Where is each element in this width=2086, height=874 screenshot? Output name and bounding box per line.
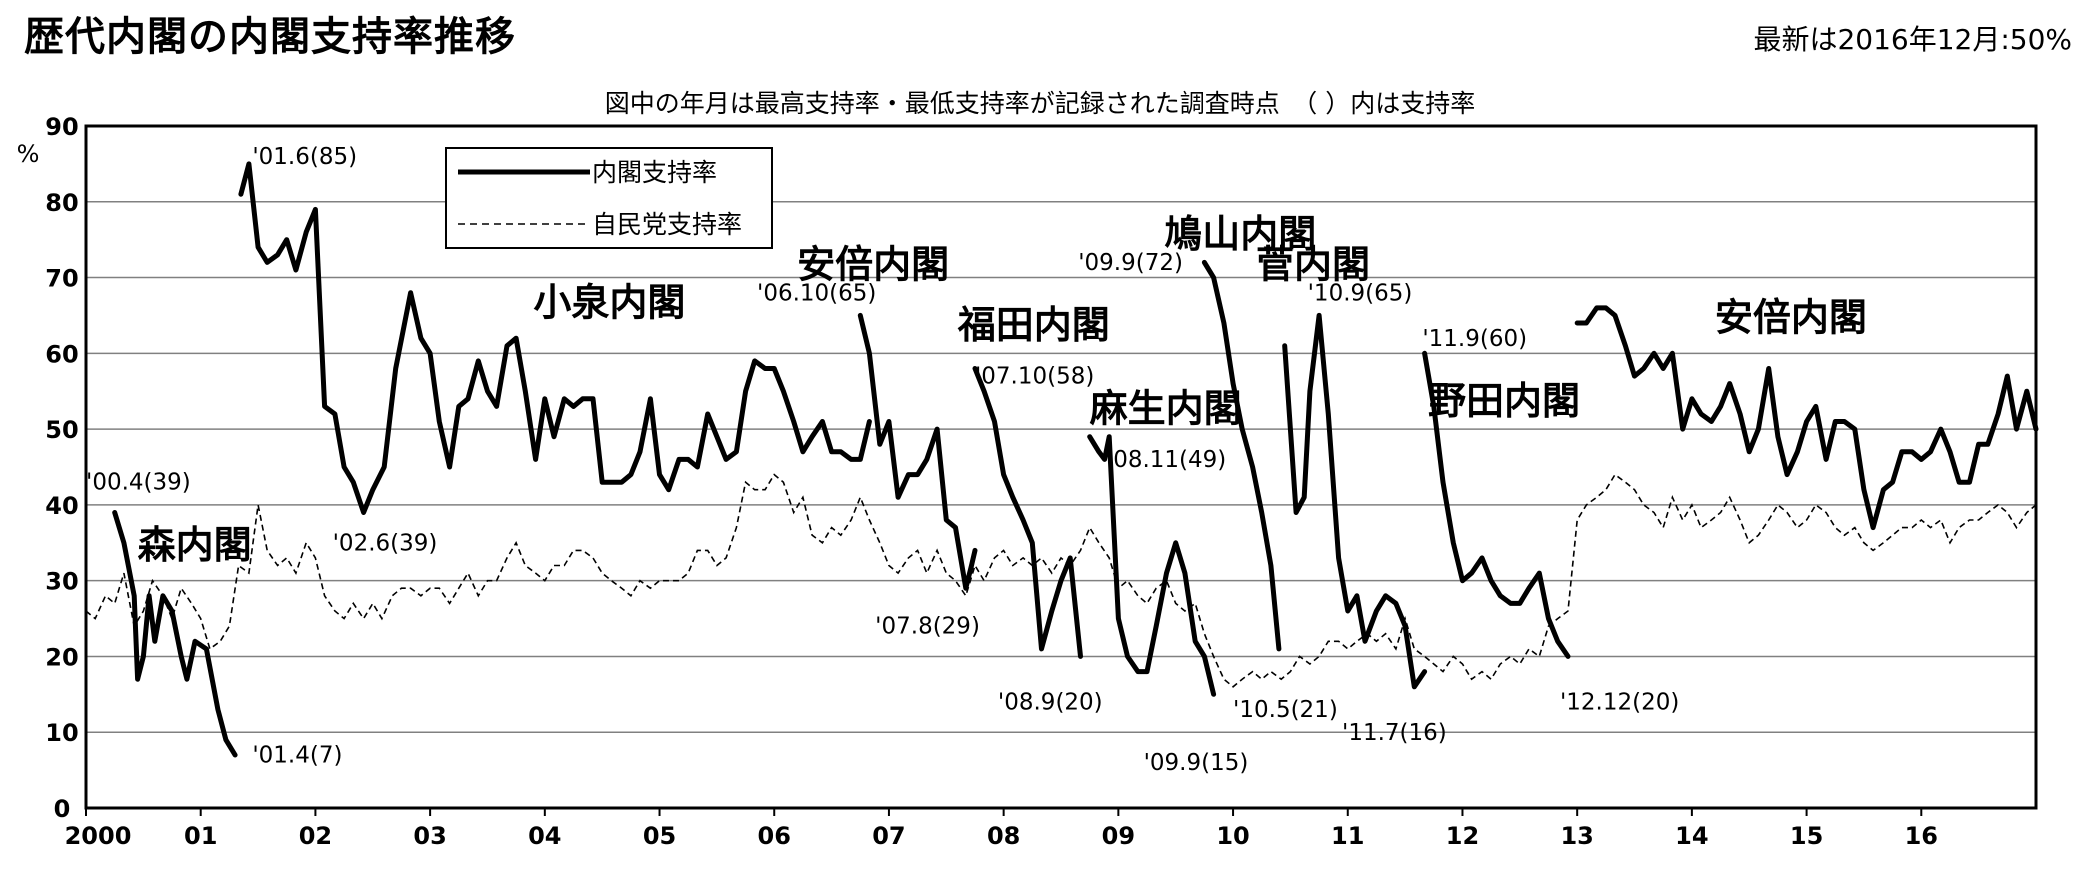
legend: 内閣支持率 自民党支持率 (445, 147, 773, 249)
x-tick-label: 12 (1446, 822, 1479, 850)
annotation-label: '01.4(7) (252, 743, 342, 769)
y-tick-label: 90 (45, 113, 78, 141)
cabinet-approval-line-1 (238, 161, 872, 515)
annotation-label: '01.6(85) (252, 144, 357, 170)
annotation-label: '06.10(65) (757, 280, 876, 306)
cabinet-approval-series (112, 161, 2039, 758)
annotation-label: '09.9(15) (1144, 750, 1249, 776)
annotation-label: '10.5(21) (1233, 697, 1338, 723)
legend-label-cabinet: 内閣支持率 (592, 158, 717, 187)
annotation-label: '08.9(20) (998, 689, 1103, 715)
y-axis-ticks: 0 10 20 30 40 50 60 70 80 90 (45, 113, 78, 823)
latest-rating-note: 最新は2016年12月:50% (1753, 23, 2072, 56)
x-tick-label: 08 (987, 822, 1020, 850)
cabinet-approval-line-8 (1574, 305, 2039, 531)
cabinet-label: 小泉内閣 (533, 280, 685, 324)
cabinet-label: 野田内閣 (1428, 379, 1580, 423)
y-axis-unit: % (17, 140, 40, 168)
annotation-label: '00.4(39) (86, 470, 191, 496)
y-tick-label: 40 (45, 492, 78, 520)
x-tick-label: 04 (528, 822, 561, 850)
y-tick-label: 10 (45, 719, 78, 747)
x-axis-ticks: 2000 01 02 03 04 05 06 07 08 09 10 11 12 13 14 15 16 (65, 808, 1938, 850)
cabinet-approval-line-0 (112, 510, 238, 758)
ldp-support-line (85, 473, 2037, 688)
cabinet-approval-line-6 (1282, 312, 1428, 690)
annotation-label: '09.9(72) (1078, 250, 1183, 276)
cabinet-approval-line-4 (1087, 434, 1217, 697)
x-tick-label: 2000 (65, 822, 132, 850)
y-tick-label: 20 (45, 643, 78, 671)
annotation-label: '10.9(65) (1308, 280, 1413, 306)
annotation-label: '11.7(16) (1342, 720, 1447, 746)
ldp-support-series (85, 473, 2037, 688)
x-tick-label: 11 (1331, 822, 1364, 850)
cabinet-label: 福田内閣 (957, 303, 1110, 347)
annotation-label: '12.12(20) (1560, 689, 1679, 715)
cabinet-approval-line-5 (1201, 259, 1282, 652)
x-tick-label: 02 (299, 822, 332, 850)
cabinet-label: 菅内閣 (1256, 243, 1370, 287)
x-tick-label: 14 (1675, 822, 1708, 850)
chart-subtitle: 図中の年月は最高支持率・最低支持率が記録された調査時点 （ ）内は支持率 (605, 89, 1475, 118)
y-tick-label: 30 (45, 568, 78, 596)
annotation-label: '07.8(29) (875, 614, 980, 640)
y-tick-label: 0 (54, 795, 71, 823)
x-tick-label: 05 (643, 822, 676, 850)
legend-box (445, 147, 773, 249)
cabinet-label: 鳩山内閣 (1164, 212, 1316, 256)
y-tick-label: 70 (45, 265, 78, 293)
cabinet-label: 安倍内閣 (1715, 296, 1867, 340)
legend-label-ldp: 自民党支持率 (592, 210, 742, 239)
annotation-label: '11.9(60) (1422, 326, 1527, 352)
y-tick-label: 60 (45, 340, 78, 368)
page-title: 歴代内閣の内閣支持率推移 (24, 14, 516, 60)
cabinet-approval-line-2 (857, 312, 978, 591)
y-tick-label: 50 (45, 416, 78, 444)
x-tick-label: 10 (1216, 822, 1249, 850)
cabinet-approval-line-3 (972, 366, 1083, 659)
cabinet-label: 麻生内閣 (1090, 387, 1242, 431)
y-tick-label: 80 (45, 189, 78, 217)
x-tick-label: 09 (1102, 822, 1135, 850)
x-tick-label: 16 (1905, 822, 1938, 850)
x-tick-label: 03 (413, 822, 446, 850)
cabinet-label: 安倍内閣 (797, 243, 949, 287)
grid-lines (86, 201, 2036, 733)
peak-low-annotations: '00.4(39) '01.4(7) '01.6(85) '02.6(39) '06.1… (86, 144, 1679, 776)
x-tick-label: 07 (872, 822, 905, 850)
x-tick-label: 13 (1560, 822, 1593, 850)
x-tick-label: 06 (758, 822, 791, 850)
annotation-label: '02.6(39) (333, 530, 438, 556)
cabinet-label: 森内閣 (138, 523, 252, 567)
x-tick-label: 15 (1790, 822, 1823, 850)
cabinet-approval-line-7 (1422, 350, 1571, 659)
plot-border-rect (84, 124, 2038, 810)
annotation-label: '08.11(49) (1107, 447, 1226, 473)
plot-frame (84, 124, 2038, 810)
annotation-label: '07.10(58) (975, 364, 1094, 390)
x-tick-label: 01 (184, 822, 217, 850)
